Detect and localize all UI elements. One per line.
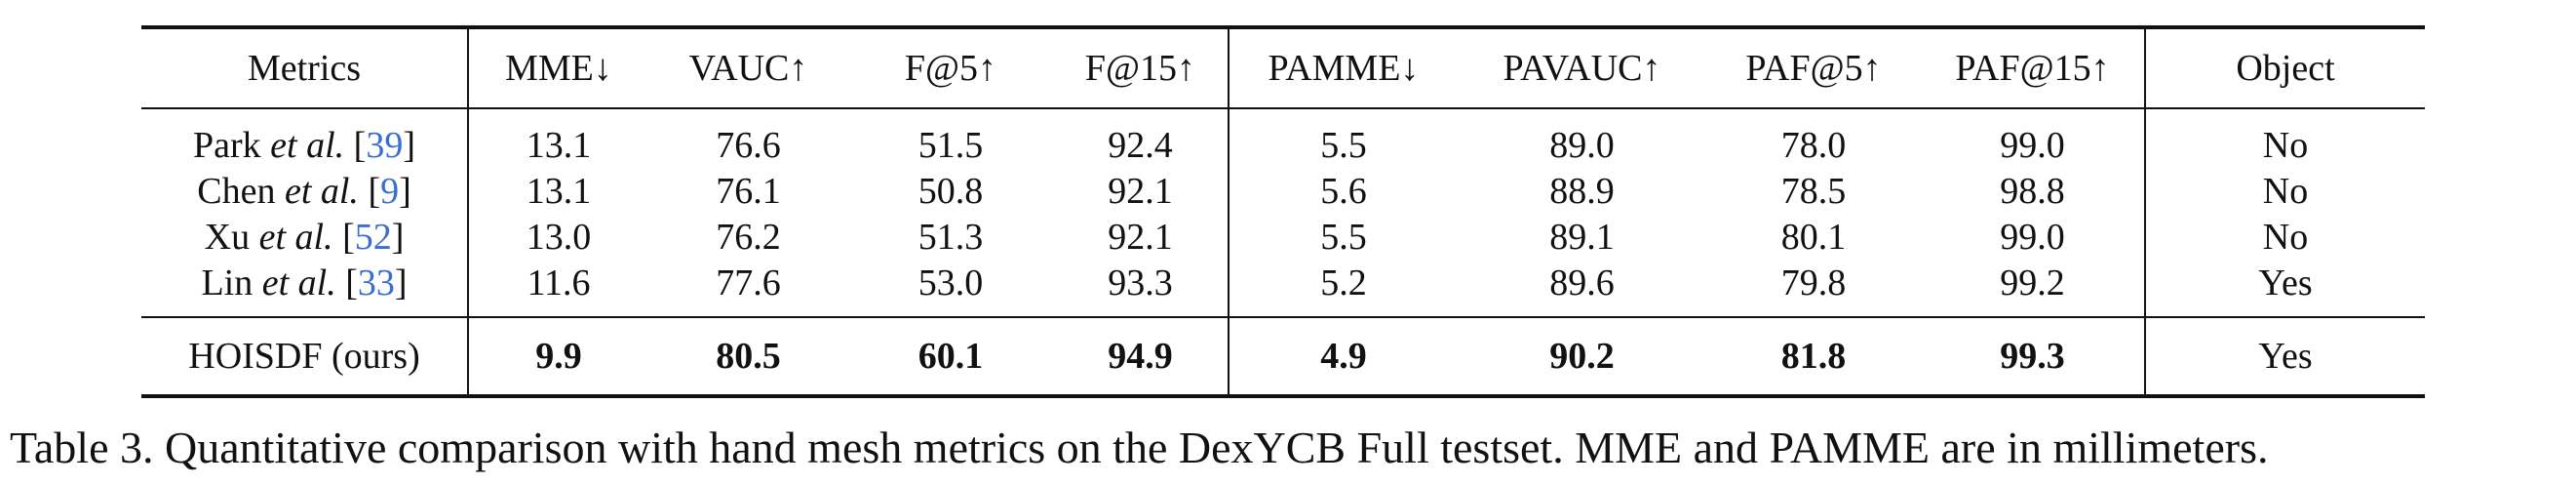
- cell-pamme: 5.2: [1320, 263, 1367, 303]
- baseline-rows: Park et al. [39] 13.1 76.6 51.5 92.4 5.5 89.0 7…: [141, 108, 2425, 317]
- cell-f5: 53.0: [917, 263, 984, 303]
- cell-paf15: 99.0: [1921, 215, 2146, 261]
- ours-object: Yes: [2145, 316, 2425, 398]
- cell-mme: 13.0: [526, 217, 592, 258]
- method-etal: et al.: [270, 125, 345, 166]
- cell-f15: 92.4: [1053, 108, 1229, 169]
- method-etal: et al.: [284, 171, 359, 212]
- table-caption: Table 3. Quantitative comparison with ha…: [10, 423, 2269, 472]
- cell-object: Yes: [2258, 263, 2313, 303]
- cell-paf15: 99.0: [1921, 108, 2146, 169]
- ours-label: HOISDF (ours): [141, 316, 469, 398]
- results-table-container: Metrics MME↓ VAUC↑ F@5↑ F@15↑ PAMME↓ PAV…: [141, 25, 2425, 398]
- cell-pavauc: 89.1: [1549, 217, 1615, 258]
- citation-link[interactable]: 9: [380, 171, 400, 212]
- ours-paf5: 81.8: [1706, 316, 1921, 398]
- row-method-label: Lin et al. [33]: [141, 261, 469, 317]
- method-etal: et al.: [261, 263, 336, 303]
- results-table: Metrics MME↓ VAUC↑ F@5↑ F@15↑ PAMME↓ PAV…: [141, 25, 2425, 398]
- cell-pavauc: 89.0: [1549, 125, 1615, 166]
- ours-paf15: 99.3: [1921, 316, 2146, 398]
- cell-vauc: 76.6: [716, 125, 781, 166]
- method-etal: et al.: [258, 217, 333, 258]
- table-row: Xu et al. [52] 13.0 76.2 51.3 92.1 5.5 89.1 80.…: [141, 215, 2425, 261]
- ours-pamme: 4.9: [1229, 316, 1458, 398]
- cell-vauc: 76.2: [716, 217, 781, 258]
- cell-pamme: 5.5: [1320, 125, 1367, 166]
- ours-f15: 94.9: [1053, 316, 1229, 398]
- cell-paf5: 80.1: [1780, 217, 1847, 258]
- cell-mme: 11.6: [527, 263, 591, 303]
- header-f15: F@15↑: [1053, 25, 1229, 109]
- table-row: Chen et al. [9] 13.1 76.1 50.8 92.1 5.6 88.9 78…: [141, 169, 2425, 215]
- ours-vauc: 80.5: [648, 316, 848, 398]
- cell-paf15: 99.2: [1921, 261, 2146, 317]
- cell-object: No: [2262, 125, 2309, 166]
- cell-mme: 13.1: [526, 171, 592, 212]
- cell-paf15: 98.8: [1921, 169, 2146, 215]
- cell-paf5: 79.8: [1780, 263, 1847, 303]
- method-author: Xu: [204, 217, 251, 258]
- header-pamme: PAMME↓: [1229, 25, 1458, 109]
- cell-f15: 92.1: [1053, 169, 1229, 215]
- citation-link[interactable]: 39: [366, 125, 404, 166]
- cell-object: No: [2262, 217, 2309, 258]
- cell-object: No: [2262, 171, 2309, 212]
- row-method-label: Xu et al. [52]: [141, 215, 469, 261]
- cell-mme: 13.1: [526, 125, 592, 166]
- citation-link[interactable]: 52: [354, 217, 392, 258]
- ours-f5: 60.1: [848, 316, 1053, 398]
- header-pavauc: PAVAUC↑: [1458, 25, 1706, 109]
- ours-pavauc: 90.2: [1458, 316, 1706, 398]
- cell-f15: 93.3: [1053, 261, 1229, 317]
- cell-paf5: 78.0: [1780, 125, 1847, 166]
- cell-pavauc: 89.6: [1549, 263, 1615, 303]
- cell-f5: 51.5: [917, 125, 984, 166]
- cell-pamme: 5.5: [1320, 217, 1367, 258]
- row-method-label: Park et al. [39]: [141, 108, 469, 169]
- header-mme: MME↓: [468, 25, 648, 109]
- ours-row: HOISDF (ours) 9.9 80.5 60.1 94.9 4.9 90.…: [141, 316, 2425, 398]
- table-row: Park et al. [39] 13.1 76.6 51.5 92.4 5.5 89.0 7…: [141, 108, 2425, 169]
- header-f5: F@5↑: [848, 25, 1053, 109]
- cell-pamme: 5.6: [1320, 171, 1367, 212]
- cell-paf5: 78.5: [1780, 171, 1847, 212]
- row-method-label: Chen et al. [9]: [141, 169, 469, 215]
- citation-link[interactable]: 33: [357, 263, 395, 303]
- method-author: Chen: [197, 171, 276, 212]
- header-object: Object: [2145, 25, 2425, 109]
- ours-mme: 9.9: [468, 316, 648, 398]
- cell-f5: 51.3: [917, 217, 984, 258]
- method-author: Park: [193, 125, 261, 166]
- cell-f5: 50.8: [917, 171, 984, 212]
- header-vauc: VAUC↑: [648, 25, 848, 109]
- method-author: Lin: [201, 263, 254, 303]
- header-metrics: Metrics: [141, 25, 469, 109]
- cell-f15: 92.1: [1053, 215, 1229, 261]
- header-paf15: PAF@15↑: [1921, 25, 2146, 109]
- cell-pavauc: 88.9: [1549, 171, 1615, 212]
- header-paf5: PAF@5↑: [1706, 25, 1921, 109]
- cell-vauc: 76.1: [716, 171, 781, 212]
- cell-vauc: 77.6: [716, 263, 781, 303]
- table-row: Lin et al. [33] 11.6 77.6 53.0 93.3 5.2 89.6 79…: [141, 261, 2425, 317]
- header-row: Metrics MME↓ VAUC↑ F@5↑ F@15↑ PAMME↓ PAV…: [141, 25, 2425, 109]
